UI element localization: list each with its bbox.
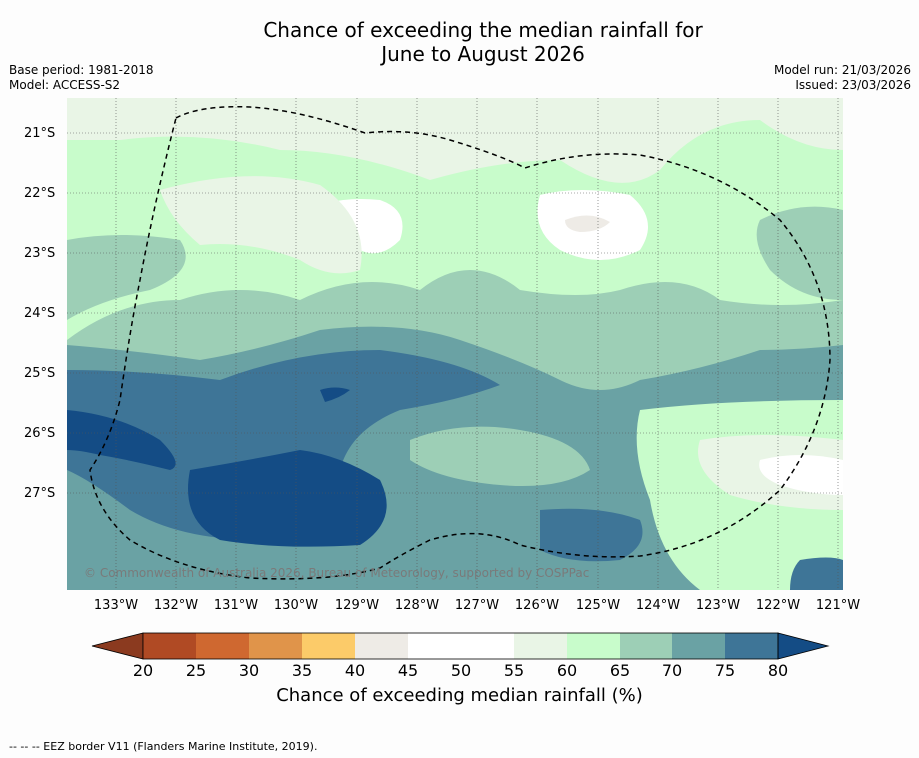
colorbar-bin-50-55 bbox=[461, 633, 514, 659]
lat-label: 24°S bbox=[24, 306, 56, 321]
colorbar-bin-55-60 bbox=[514, 633, 567, 659]
lon-label: 128°W bbox=[394, 598, 440, 613]
colorbar-bin-35-40 bbox=[302, 633, 355, 659]
colorbar-bin-25-30 bbox=[196, 633, 249, 659]
colorbar-bin-45-50 bbox=[408, 633, 461, 659]
band-75-80-south bbox=[540, 508, 643, 562]
colorbar-tick: 40 bbox=[344, 661, 366, 680]
model-run: Model run: 21/03/2026 bbox=[773, 63, 911, 77]
issued-date: Issued: 23/03/2026 bbox=[795, 78, 911, 92]
band-above-80-west bbox=[67, 410, 176, 470]
colorbar-tick: 60 bbox=[556, 661, 578, 680]
lon-label: 130°W bbox=[273, 598, 319, 613]
model-name: Model: ACCESS-S2 bbox=[9, 78, 121, 92]
band-50-55-southeast bbox=[759, 455, 843, 495]
colorbar-tick: 70 bbox=[661, 661, 683, 680]
rainfall-field bbox=[67, 98, 843, 590]
colorbar-bin-40-45 bbox=[355, 633, 408, 659]
colorbar-bin-70-75 bbox=[672, 633, 725, 659]
colorbar-tick: 25 bbox=[185, 661, 207, 680]
lon-label: 133°W bbox=[93, 598, 139, 613]
colorbar-label: Chance of exceeding median rainfall (%) bbox=[276, 685, 643, 706]
lat-label: 22°S bbox=[24, 186, 56, 201]
colorbar-tick: 30 bbox=[238, 661, 260, 680]
colorbar-over-arrow bbox=[777, 632, 830, 660]
band-above-80-south bbox=[188, 450, 387, 547]
colorbar-tick: 75 bbox=[714, 661, 736, 680]
band-75-80 bbox=[67, 350, 500, 540]
lon-label: 129°W bbox=[334, 598, 380, 613]
colorbar-bin-65-70 bbox=[620, 633, 672, 659]
lon-label: 132°W bbox=[153, 598, 199, 613]
lat-label: 26°S bbox=[24, 426, 56, 441]
colorbar-tick: 55 bbox=[503, 661, 525, 680]
colorbar-under-arrow bbox=[91, 632, 144, 660]
lon-label: 131°W bbox=[213, 598, 259, 613]
colorbar-bin-20-25 bbox=[143, 633, 196, 659]
colorbar bbox=[91, 632, 830, 660]
colorbar-tick: 65 bbox=[609, 661, 631, 680]
colorbar-tick: 50 bbox=[450, 661, 472, 680]
colorbar-frame bbox=[142, 632, 779, 660]
band-75-80-corner bbox=[790, 557, 843, 590]
graticule bbox=[67, 98, 843, 590]
lon-label: 122°W bbox=[755, 598, 801, 613]
band-45-50-patch bbox=[565, 215, 610, 232]
colorbar-tick: 80 bbox=[767, 661, 789, 680]
lon-label: 124°W bbox=[635, 598, 681, 613]
lon-label: 125°W bbox=[575, 598, 621, 613]
title-line-2: June to August 2026 bbox=[381, 42, 585, 66]
meta-right: Model run: 21/03/2026 Issued: 23/03/2026 bbox=[774, 63, 911, 93]
colorbar-bin-30-35 bbox=[249, 633, 302, 659]
colorbar-tick: 20 bbox=[132, 661, 154, 680]
band-65-70-northwest bbox=[67, 235, 186, 320]
lat-label: 21°S bbox=[24, 126, 56, 141]
band-55-60-north bbox=[67, 98, 843, 183]
band-above-80-speck bbox=[320, 387, 350, 402]
eez-footnote: -- -- -- EEZ border V11 (Flanders Marine… bbox=[9, 740, 318, 753]
title-line-1: Chance of exceeding the median rainfall … bbox=[263, 18, 703, 42]
lat-label: 25°S bbox=[24, 366, 56, 381]
band-55-60-west bbox=[160, 176, 362, 274]
lon-label: 126°W bbox=[514, 598, 560, 613]
colorbar-bin-75-80 bbox=[725, 633, 778, 659]
band-65-70-inner bbox=[410, 426, 590, 486]
map-title: Chance of exceeding the median rainfall … bbox=[0, 18, 919, 66]
lon-label: 123°W bbox=[695, 598, 741, 613]
copyright-notice: © Commonwealth of Australia 2026, Bureau… bbox=[84, 566, 590, 580]
lon-label: 127°W bbox=[454, 598, 500, 613]
eez-border bbox=[89, 105, 831, 580]
colorbar-tick: 45 bbox=[397, 661, 419, 680]
meta-left: Base period: 1981-2018 Model: ACCESS-S2 bbox=[9, 63, 154, 93]
lat-label: 27°S bbox=[24, 486, 56, 501]
colorbar-tick: 35 bbox=[291, 661, 313, 680]
lon-label: 121°W bbox=[815, 598, 861, 613]
colorbar-bin-60-65 bbox=[567, 633, 620, 659]
lat-label: 23°S bbox=[24, 246, 56, 261]
base-period: Base period: 1981-2018 bbox=[9, 63, 154, 77]
